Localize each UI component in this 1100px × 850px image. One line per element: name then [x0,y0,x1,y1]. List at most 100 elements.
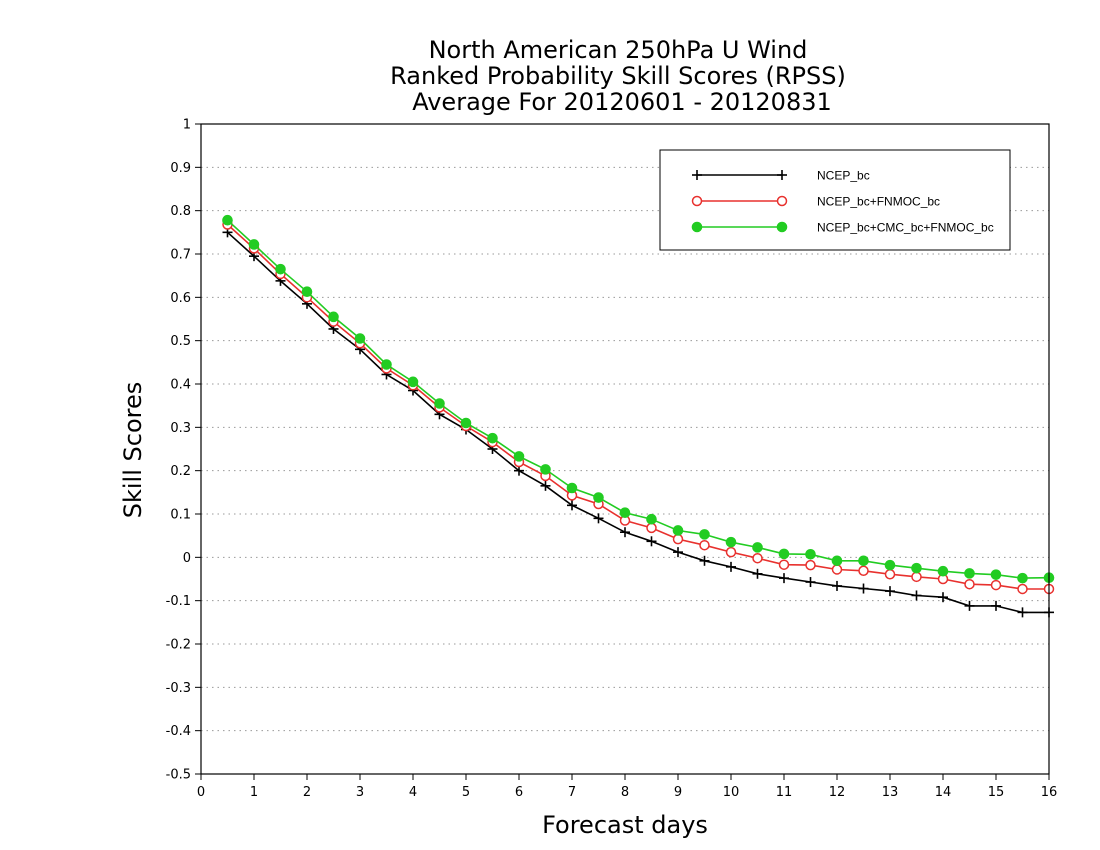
y-tick-label: -0.1 [166,594,191,609]
data-point-ncep-bc [673,547,683,558]
x-tick-label: 3 [356,785,364,800]
x-tick-label: 13 [882,785,899,800]
y-tick-label: -0.5 [166,768,191,783]
y-tick-label: 0.8 [170,204,191,219]
legend: NCEP_bc NCEP_bc+FNMOC_bc NCEP_bc+CMC_bc+FN… [659,149,1011,251]
data-point-ncep-bc-cmc-bc-fnmoc-bc [646,513,657,525]
x-tick-label: 6 [515,785,523,800]
data-point-ncep-bc-cmc-bc-fnmoc-bc [699,529,710,540]
data-point-ncep-bc-fnmoc-bc [911,571,922,583]
legend-label: NCEP_bc+CMC_bc+FNMOC_bc [817,221,994,235]
x-tick-label: 14 [935,785,952,800]
data-point-ncep-bc-fnmoc-bc [752,552,763,564]
y-tick-label: 0.3 [170,421,191,436]
y-tick-label: 0.5 [170,334,191,349]
y-tick-label: 0.1 [170,508,191,523]
data-point-ncep-bc-cmc-bc-fnmoc-bc [937,565,949,577]
x-axis-title: Forecast days [542,811,708,839]
data-point-ncep-bc-cmc-bc-fnmoc-bc [778,548,790,560]
data-point-ncep-bc-cmc-bc-fnmoc-bc [513,451,525,462]
legend-marker [692,170,702,180]
series-layer [222,214,1055,618]
data-point-ncep-bc [514,465,524,476]
data-point-ncep-bc-fnmoc-bc [831,564,843,575]
data-point-ncep-bc-cmc-bc-fnmoc-bc [858,555,869,567]
data-point-ncep-bc-cmc-bc-fnmoc-bc [911,562,922,574]
legend-box [659,149,1011,251]
data-point-ncep-bc [911,590,922,601]
series-ncep-bc [222,227,1054,618]
data-point-ncep-bc-cmc-bc-fnmoc-bc [593,492,604,503]
data-point-ncep-bc-fnmoc-bc [858,565,869,577]
data-point-ncep-bc-fnmoc-bc [672,533,684,545]
data-point-ncep-bc-cmc-bc-fnmoc-bc [964,568,975,579]
data-point-ncep-bc-cmc-bc-fnmoc-bc [990,569,1002,580]
data-point-ncep-bc-cmc-bc-fnmoc-bc [328,311,339,323]
y-tick-label: 1 [183,118,191,133]
data-point-ncep-bc [567,500,577,511]
data-point-ncep-bc [991,600,1001,611]
x-tick-label: 15 [988,785,1005,800]
data-point-ncep-bc-cmc-bc-fnmoc-bc [752,542,763,553]
data-point-ncep-bc-cmc-bc-fnmoc-bc [672,525,684,536]
data-point-ncep-bc-cmc-bc-fnmoc-bc [301,286,313,298]
legend-marker [776,195,788,207]
x-tick-label: 7 [568,785,576,800]
data-point-ncep-bc-cmc-bc-fnmoc-bc [540,464,551,475]
data-point-ncep-bc-fnmoc-bc [1017,583,1028,595]
data-point-ncep-bc-cmc-bc-fnmoc-bc [275,263,286,275]
data-point-ncep-bc [540,480,551,491]
chart-title-line-2: Ranked Probability Skill Scores (RPSS) [390,62,846,90]
legend-entry-ncep-bc: NCEP_bc [692,169,870,183]
data-point-ncep-bc-cmc-bc-fnmoc-bc [487,432,498,444]
data-point-ncep-bc-cmc-bc-fnmoc-bc [381,359,392,370]
x-tick-label: 11 [776,785,793,800]
data-point-ncep-bc-fnmoc-bc [884,568,896,580]
data-point-ncep-bc [964,600,975,611]
data-point-ncep-bc [699,555,710,566]
data-point-ncep-bc [938,592,948,603]
y-tick-label: -0.2 [166,638,191,653]
series-line-ncep-bc [226,231,1049,614]
data-point-ncep-bc-cmc-bc-fnmoc-bc [566,482,578,494]
y-tick-label: 0 [183,551,191,566]
data-point-ncep-bc [832,580,842,591]
series-line-ncep-bc-fnmoc-bc [226,223,1049,590]
y-tick-label: 0.7 [170,248,191,263]
data-point-ncep-bc-fnmoc-bc [805,559,816,571]
legend-label: NCEP_bc [817,169,870,183]
legend-marker [776,221,788,233]
x-tick-label: 10 [723,785,740,800]
data-point-ncep-bc-cmc-bc-fnmoc-bc [831,555,843,567]
data-point-ncep-bc [805,577,816,588]
x-tick-label: 9 [674,785,682,800]
data-point-ncep-bc-cmc-bc-fnmoc-bc [248,239,260,250]
data-point-ncep-bc-cmc-bc-fnmoc-bc [222,214,233,226]
data-point-ncep-bc-cmc-bc-fnmoc-bc [460,417,472,429]
data-point-ncep-bc [726,561,736,572]
data-point-ncep-bc-cmc-bc-fnmoc-bc [619,507,631,519]
data-point-ncep-bc-cmc-bc-fnmoc-bc [354,333,366,344]
data-point-ncep-bc-fnmoc-bc [964,578,975,590]
data-point-ncep-bc-cmc-bc-fnmoc-bc [805,549,816,560]
data-point-ncep-bc-cmc-bc-fnmoc-bc [884,559,896,571]
x-tick-label: 2 [303,785,311,800]
x-tick-label: 16 [1041,785,1058,800]
data-point-ncep-bc [779,573,789,584]
legend-marker [691,221,703,233]
data-point-ncep-bc-fnmoc-bc [699,539,710,551]
data-point-ncep-bc [1017,607,1028,618]
chart-title-line-3: Average For 20120601 - 20120831 [412,88,832,116]
x-tick-label: 8 [621,785,629,800]
x-tick-label: 0 [197,785,205,800]
legend-label: NCEP_bc+FNMOC_bc [817,195,940,209]
x-axis: 0 1 2 3 4 5 6 7 8 9 10 11 12 13 14 15 16 [197,774,1057,800]
y-tick-label: -0.3 [166,681,191,696]
data-point-ncep-bc-fnmoc-bc [778,559,790,570]
y-axis: 1 0.9 0.8 0.7 0.6 0.5 0.4 0.3 0.2 0.1 0 -0.1 -0.2 -0.… [166,118,201,783]
legend-entry-ncep-bc-fnmoc-bc: NCEP_bc+FNMOC_bc [691,195,940,209]
data-point-ncep-bc [752,568,763,579]
data-point-ncep-bc [858,583,869,594]
data-point-ncep-bc-fnmoc-bc [725,546,737,558]
